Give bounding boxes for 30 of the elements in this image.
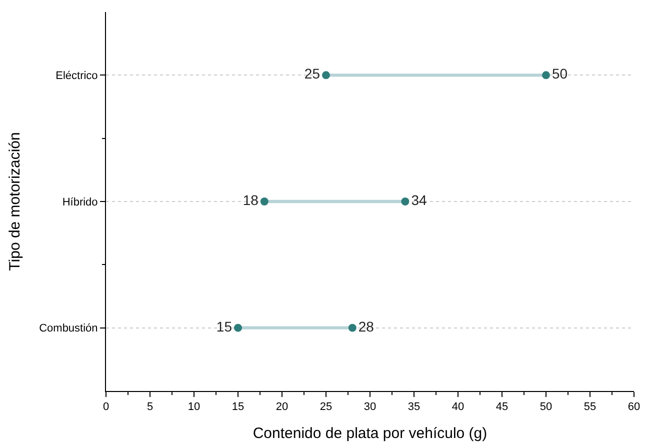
point — [322, 71, 330, 80]
y-tick-label: Eléctrico — [56, 70, 98, 82]
point — [234, 324, 242, 332]
point — [401, 198, 410, 206]
x-tick-label: 40 — [452, 401, 464, 414]
x-tick-label: 35 — [408, 401, 420, 414]
x-tick-label: 45 — [496, 401, 508, 414]
data-label: 15 — [216, 318, 232, 334]
data-label: 18 — [242, 192, 259, 208]
x-tick-label: 55 — [584, 401, 596, 414]
y-tick-label: Híbrido — [62, 196, 98, 208]
x-tick-label: 25 — [320, 401, 332, 414]
x-tick-label: 20 — [276, 401, 288, 414]
data-label: 25 — [304, 66, 320, 82]
y-axis-title: Tipo de motorización — [6, 132, 24, 271]
x-tick-label: 0 — [102, 401, 110, 414]
x-tick-label: 15 — [232, 401, 244, 414]
data-label: 28 — [358, 318, 374, 334]
x-tick-label: 50 — [540, 401, 552, 414]
data-label: 50 — [552, 66, 568, 82]
y-tick-label: Combustión — [39, 322, 98, 335]
x-tick-label: 10 — [188, 401, 200, 414]
point — [542, 71, 550, 80]
x-tick-label: 5 — [146, 401, 154, 414]
x-axis-title: Contenido de plata por vehículo (g) — [252, 425, 488, 442]
data-label: 34 — [411, 192, 427, 208]
x-tick-label: 30 — [364, 401, 376, 414]
point — [348, 324, 356, 332]
point — [260, 198, 268, 206]
x-tick-label: 60 — [628, 401, 640, 414]
